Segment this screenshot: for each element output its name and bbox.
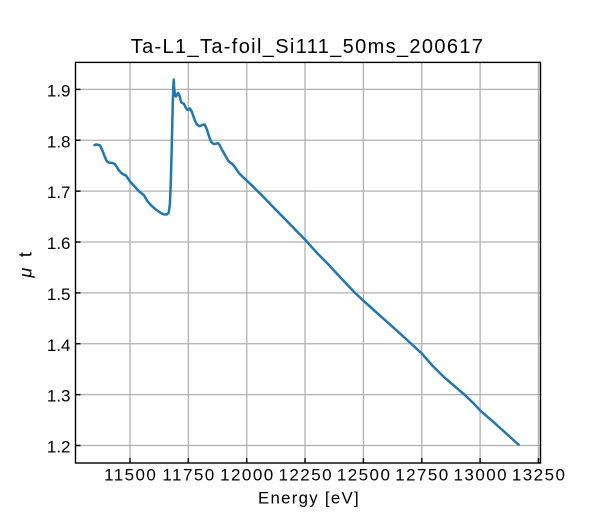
svg-text:1.5: 1.5: [47, 285, 71, 304]
svg-text:11500: 11500: [104, 466, 157, 485]
svg-text:1.8: 1.8: [47, 132, 71, 151]
svg-text:1.2: 1.2: [47, 438, 71, 457]
svg-text:1.3: 1.3: [47, 387, 71, 406]
svg-text:1.7: 1.7: [47, 183, 71, 202]
svg-text:1.4: 1.4: [47, 336, 71, 355]
svg-text:Ta-L1_Ta-foil_Si111_50ms_20061: Ta-L1_Ta-foil_Si111_50ms_200617: [131, 36, 485, 58]
svg-text:12250: 12250: [278, 466, 333, 485]
svg-text:12500: 12500: [337, 466, 392, 485]
svg-text:1.6: 1.6: [47, 234, 71, 253]
svg-text:μ t: μ t: [15, 249, 35, 278]
svg-text:Energy [eV]: Energy [eV]: [258, 488, 360, 507]
svg-text:11750: 11750: [162, 466, 215, 485]
svg-text:12750: 12750: [395, 466, 450, 485]
svg-text:12000: 12000: [220, 466, 275, 485]
svg-text:13000: 13000: [454, 466, 509, 485]
svg-text:1.9: 1.9: [47, 81, 71, 100]
svg-text:13250: 13250: [512, 466, 567, 485]
